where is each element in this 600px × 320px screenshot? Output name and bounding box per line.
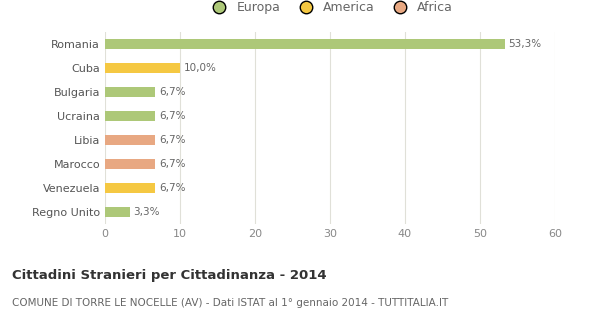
Text: 53,3%: 53,3% xyxy=(509,39,542,49)
Text: 6,7%: 6,7% xyxy=(159,111,185,121)
Text: 6,7%: 6,7% xyxy=(159,87,185,97)
Text: 6,7%: 6,7% xyxy=(159,183,185,193)
Bar xyxy=(105,159,155,169)
Text: COMUNE DI TORRE LE NOCELLE (AV) - Dati ISTAT al 1° gennaio 2014 - TUTTITALIA.IT: COMUNE DI TORRE LE NOCELLE (AV) - Dati I… xyxy=(12,298,448,308)
Text: 6,7%: 6,7% xyxy=(159,135,185,145)
Bar xyxy=(105,39,505,49)
Bar xyxy=(105,87,155,97)
Text: 6,7%: 6,7% xyxy=(159,159,185,169)
Bar xyxy=(105,183,155,193)
Text: 3,3%: 3,3% xyxy=(133,207,160,217)
Bar xyxy=(105,207,130,217)
Bar xyxy=(105,135,155,145)
Legend: Europa, America, Africa: Europa, America, Africa xyxy=(202,0,458,19)
Text: Cittadini Stranieri per Cittadinanza - 2014: Cittadini Stranieri per Cittadinanza - 2… xyxy=(12,269,326,282)
Bar xyxy=(105,111,155,121)
Bar xyxy=(105,63,180,73)
Text: 10,0%: 10,0% xyxy=(184,63,217,73)
